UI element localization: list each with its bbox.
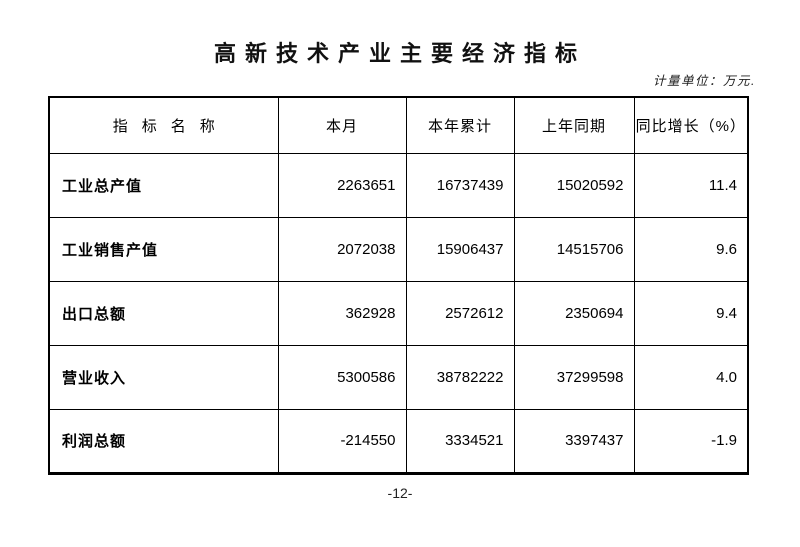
indicators-table: 指标名称 本月 本年累计 上年同期 同比增长（%） 工业总产值 2263651 …: [48, 96, 749, 475]
current-month-cell: 2072038: [277, 216, 407, 282]
indicator-name-cell: 工业销售产值: [48, 216, 279, 282]
indicator-name-cell: 营业收入: [48, 344, 279, 410]
current-month-cell: -214550: [277, 408, 407, 474]
last-year-cell: 15020592: [513, 152, 635, 218]
yoy-growth-cell: 4.0: [633, 344, 749, 410]
page-title: 高新技术产业主要经济指标: [213, 41, 586, 66]
col-header-yoy-growth: 同比增长（%）: [633, 96, 749, 154]
yoy-growth-cell: -1.9: [633, 408, 749, 474]
table-row: 工业总产值 2263651 16737439 15020592 11.4: [48, 152, 749, 218]
table-row: 营业收入 5300586 38782222 37299598 4.0: [48, 344, 749, 410]
col-header-indicator-name: 指标名称: [48, 96, 279, 154]
last-year-cell: 14515706: [513, 216, 635, 282]
year-to-date-cell: 38782222: [405, 344, 515, 410]
indicator-name-cell: 利润总额: [48, 408, 279, 474]
yoy-growth-cell: 9.4: [633, 280, 749, 346]
last-year-cell: 2350694: [513, 280, 635, 346]
last-year-cell: 37299598: [513, 344, 635, 410]
table-row: 利润总额 -214550 3334521 3397437 -1.9: [48, 408, 749, 474]
indicator-name-cell: 工业总产值: [48, 152, 279, 218]
yoy-growth-cell: 9.6: [633, 216, 749, 282]
current-month-cell: 362928: [277, 280, 407, 346]
year-to-date-cell: 2572612: [405, 280, 515, 346]
header-row: 指标名称 本月 本年累计 上年同期 同比增长（%）: [48, 96, 749, 154]
table-row: 工业销售产值 2072038 15906437 14515706 9.6: [48, 216, 749, 282]
indicator-name-cell: 出口总额: [48, 280, 279, 346]
current-month-cell: 5300586: [277, 344, 407, 410]
unit-note: 计量单位：万元.: [653, 74, 756, 88]
col-header-year-to-date: 本年累计: [405, 96, 515, 154]
year-to-date-cell: 15906437: [405, 216, 515, 282]
last-year-cell: 3397437: [513, 408, 635, 474]
yoy-growth-cell: 11.4: [633, 152, 749, 218]
table-row: 出口总额 362928 2572612 2350694 9.4: [48, 280, 749, 346]
current-month-cell: 2263651: [277, 152, 407, 218]
year-to-date-cell: 3334521: [405, 408, 515, 474]
col-header-current-month: 本月: [277, 96, 407, 154]
year-to-date-cell: 16737439: [405, 152, 515, 218]
col-header-same-period-last-year: 上年同期: [513, 96, 635, 154]
page-number: -12-: [387, 485, 413, 501]
